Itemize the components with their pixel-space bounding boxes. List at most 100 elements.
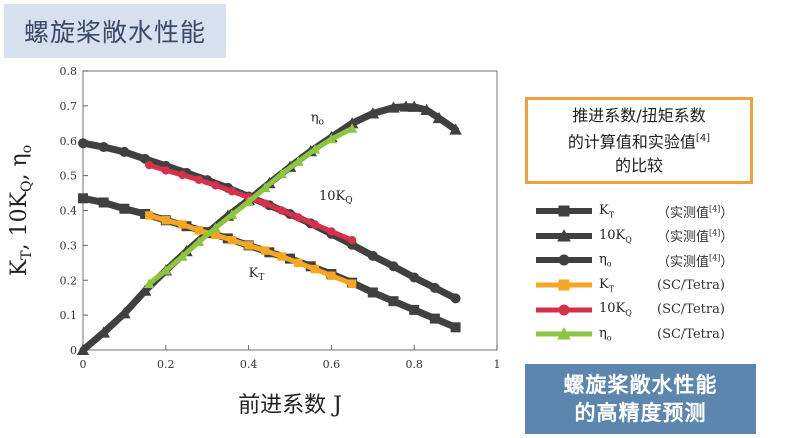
x-tick-label: 0	[80, 358, 87, 371]
data-point	[310, 220, 320, 229]
page-title: 螺旋桨敞水性能	[4, 4, 226, 58]
data-point	[420, 103, 433, 116]
series-line	[79, 103, 460, 354]
x-tick-label: 1	[494, 358, 501, 371]
data-point	[227, 235, 237, 245]
legend-marker	[558, 279, 570, 291]
data-point	[211, 230, 220, 240]
data-point	[450, 322, 461, 333]
legend-source: (SC/Tetra)	[657, 277, 725, 293]
legend-swatch	[536, 327, 592, 340]
data-point	[347, 235, 357, 245]
legend-marker	[558, 304, 570, 316]
x-tick-label: 0.8	[405, 358, 423, 371]
legend-source: (SC/Tetra)	[657, 302, 725, 318]
data-point	[226, 209, 238, 219]
legend-item: ηo (SC/Tetra)	[533, 322, 783, 347]
data-point	[407, 100, 421, 112]
curve-annotation: 10KQ	[319, 189, 353, 206]
data-point	[309, 144, 321, 154]
data-point	[429, 313, 440, 324]
legend-source: （实测值[4]）	[657, 204, 734, 221]
data-point	[177, 251, 188, 261]
data-point	[194, 226, 204, 235]
data-point	[449, 123, 462, 135]
legend-source: (SC/Tetra)	[657, 326, 725, 342]
data-point	[227, 187, 237, 196]
legend-swatch	[536, 229, 592, 242]
data-point	[310, 264, 320, 274]
legend-item: 10KQ （实测值[4]）	[533, 224, 783, 249]
data-point	[366, 107, 380, 119]
legend-swatch	[536, 205, 592, 217]
data-point	[76, 343, 90, 355]
data-point	[145, 160, 154, 170]
data-point	[293, 156, 304, 166]
data-point	[277, 206, 286, 215]
x-tick-label: 0.6	[323, 358, 341, 371]
series-5	[143, 123, 358, 288]
data-point	[409, 304, 420, 315]
legend-symbol: 10KQ	[599, 301, 632, 318]
legend-item: 10KQ (SC/Tetra)	[533, 297, 783, 322]
data-point	[118, 307, 131, 319]
legend-marker	[558, 205, 570, 217]
y-tick-label: 0.5	[60, 170, 78, 183]
legend-symbol: ηo	[599, 252, 612, 269]
series-2	[78, 138, 461, 304]
data-point	[429, 282, 440, 293]
data-point	[388, 296, 399, 307]
data-point	[326, 133, 337, 144]
legend-symbol: 10KQ	[599, 227, 632, 245]
data-point	[78, 193, 88, 204]
data-point	[98, 197, 109, 208]
highlight-banner: 螺旋桨敞水性能 的高精度预测	[525, 364, 756, 434]
y-tick-label: 0	[70, 344, 77, 357]
data-point	[276, 168, 287, 179]
y-tick-label: 0.6	[60, 135, 78, 148]
data-point	[346, 123, 358, 133]
legend-source: （实测值[4]）	[657, 229, 734, 246]
data-point	[387, 101, 400, 113]
data-point	[78, 138, 88, 149]
y-tick-label: 0.3	[60, 239, 78, 252]
data-point	[194, 175, 204, 185]
data-point	[178, 170, 187, 180]
y-tick-label: 0.7	[60, 100, 78, 113]
data-point	[345, 117, 359, 129]
legend-item: KT （实测值[4]）	[533, 199, 783, 224]
y-tick-label: 0.1	[60, 309, 78, 322]
series-0	[78, 193, 461, 333]
legend-item: KT (SC/Tetra)	[533, 273, 783, 298]
data-point	[294, 213, 303, 222]
legend-symbol: KT	[599, 203, 615, 220]
data-point	[260, 199, 270, 208]
chart-legend: KT （实测值[4]） 10KQ （实测值[4]） ηo （实测值[4]） KT (SC/Te…	[533, 199, 783, 347]
chart-series	[76, 100, 462, 355]
chart-annotations: ηo 10KQ KT	[249, 111, 353, 283]
banner-line-1: 螺旋桨敞水性能	[563, 373, 718, 397]
data-point	[210, 222, 221, 233]
data-point	[119, 146, 130, 157]
y-axis-label: KT, 10KQ, ηo	[7, 145, 35, 276]
note-line-1: 推进系数/扭矩系数	[572, 106, 706, 126]
data-point	[277, 252, 286, 261]
legend-symbol: KT	[599, 276, 615, 294]
data-point	[143, 278, 155, 288]
y-tick-label: 0.4	[60, 205, 78, 218]
data-point	[243, 196, 254, 206]
legend-swatch	[536, 279, 592, 291]
data-point	[367, 287, 378, 298]
data-point	[119, 203, 130, 214]
legend-swatch	[536, 254, 592, 266]
x-tick-label: 0.4	[240, 358, 258, 371]
data-point	[160, 265, 172, 275]
note-line-3: 的比较	[614, 155, 663, 175]
note-line-2: 的计算值和实验值[4]	[567, 132, 711, 152]
comparison-note: 推进系数/扭矩系数 的计算值和实验值[4] 的比较	[525, 97, 753, 184]
data-point	[97, 326, 110, 338]
data-point	[178, 220, 187, 229]
data-point	[259, 182, 271, 193]
legend-source: （实测值[4]）	[657, 253, 734, 270]
